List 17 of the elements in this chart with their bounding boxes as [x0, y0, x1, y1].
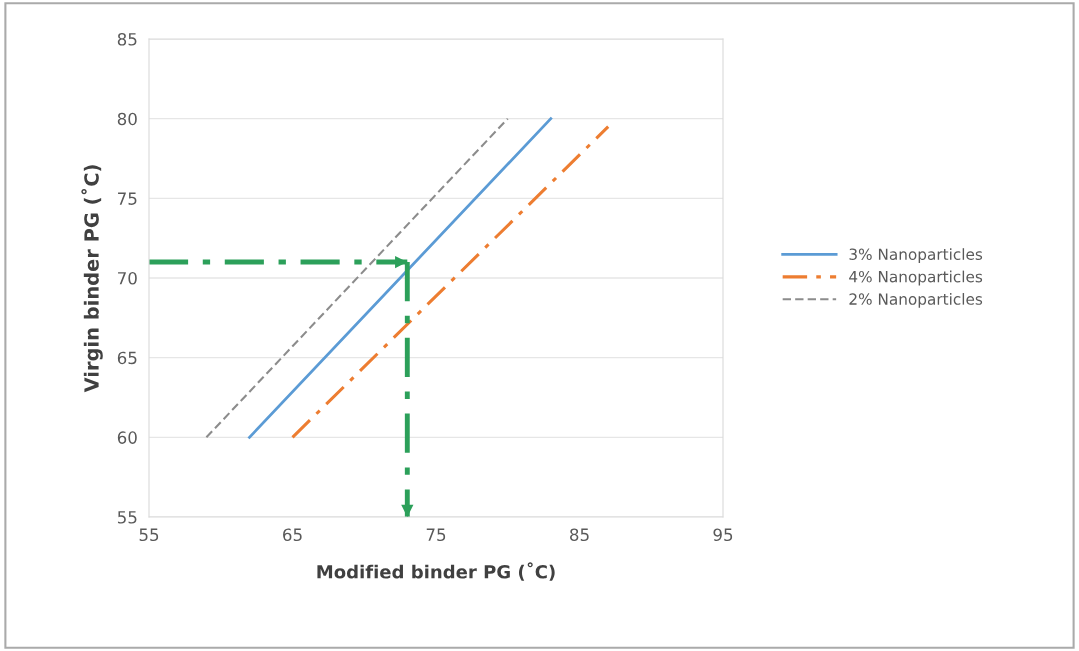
legend-label: 2% Nanoparticles: [849, 293, 983, 308]
x-tick-label: 75: [426, 528, 446, 542]
y-tick-label: 60: [117, 431, 137, 444]
y-tick-label: 55: [117, 511, 137, 524]
y-tick-label: 75: [118, 192, 137, 205]
x-tick-label: 65: [283, 528, 302, 542]
legend-label: 3% Nanoparticles: [849, 248, 983, 263]
y-tick-label: 80: [117, 112, 137, 126]
y-axis-title: Virgin binder PG (˚C): [81, 165, 103, 393]
x-tick-label: 55: [139, 528, 159, 542]
y-tick-label: 70: [118, 271, 137, 285]
y-tick-label: 65: [117, 351, 137, 365]
x-tick-label: 95: [713, 528, 733, 542]
x-axis-title: Modified binder PG (˚C): [317, 562, 555, 581]
legend-label: 4% Nanoparticles: [849, 270, 983, 286]
x-tick-label: 85: [570, 528, 589, 542]
y-tick-label: 85: [117, 32, 137, 46]
